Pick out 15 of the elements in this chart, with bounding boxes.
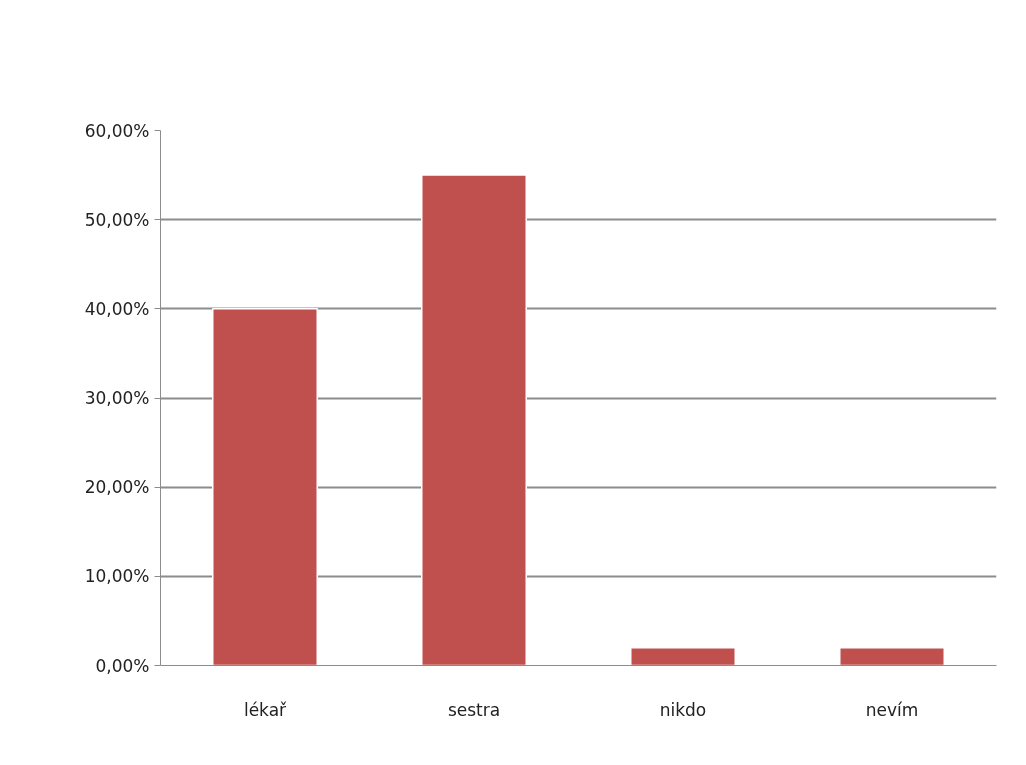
y-tick-label: 10,00% bbox=[84, 566, 150, 587]
y-tick-label: 40,00% bbox=[84, 298, 150, 319]
x-tick-label: nevím bbox=[865, 699, 919, 720]
y-tick-label: 20,00% bbox=[84, 477, 150, 498]
y-tick-label: 60,00% bbox=[84, 120, 150, 141]
x-tick-label: lékař bbox=[243, 699, 288, 720]
y-tick-label: 30,00% bbox=[84, 388, 150, 408]
x-tick-label: nikdo bbox=[659, 699, 707, 720]
y-tick-label: 50,00% bbox=[84, 209, 150, 230]
x-tick-label: sestra bbox=[447, 699, 501, 720]
bar bbox=[839, 646, 945, 666]
bar bbox=[421, 174, 527, 666]
bar bbox=[630, 646, 736, 666]
y-tick-label: 0,00% bbox=[95, 655, 150, 676]
bar bbox=[212, 308, 318, 666]
